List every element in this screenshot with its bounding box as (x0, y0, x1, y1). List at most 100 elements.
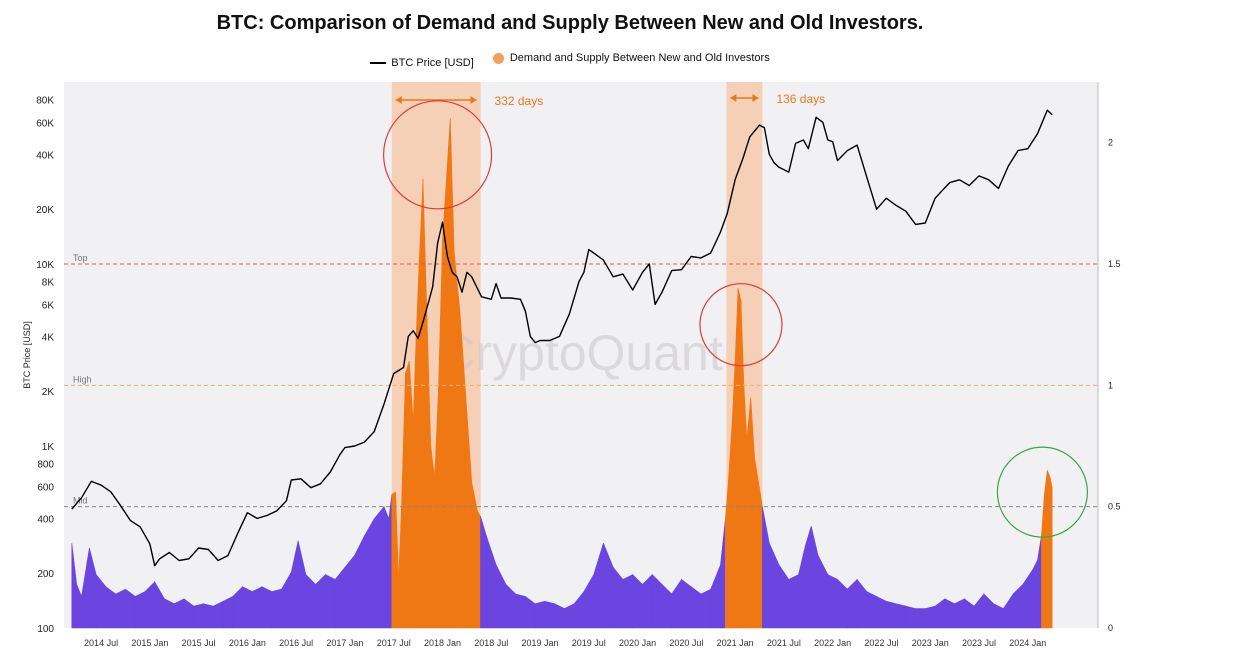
annotation-circle (699, 283, 783, 367)
right-tick-label: 1 (1108, 380, 1113, 390)
indicator-area-low (115, 588, 126, 629)
indicator-area-low (954, 598, 965, 629)
indicator-area-low (915, 608, 926, 629)
indicator-area-high (430, 445, 435, 629)
x-tick-label: 2016 Jul (279, 638, 313, 648)
indicator-area-high (737, 288, 742, 629)
indicator-area-low (632, 573, 643, 629)
indicator-area-high (418, 179, 424, 629)
threshold-label: Mid (73, 496, 88, 506)
indicator-area-low (515, 593, 526, 629)
left-tick-label: 800 (37, 460, 54, 471)
left-tick-label: 6K (42, 300, 55, 311)
right-tick-label: 0 (1108, 623, 1113, 633)
indicator-area-low (651, 573, 663, 629)
period-arrow-head (470, 96, 477, 104)
indicator-area-low (193, 603, 204, 629)
indicator-area-low (325, 574, 336, 629)
indicator-area-low (690, 586, 702, 629)
indicator-area-low (164, 598, 175, 629)
threshold-label: High (73, 374, 92, 384)
left-tick-label: 10K (36, 260, 54, 271)
indicator-area-low (905, 605, 916, 629)
indicator-area-low (383, 506, 390, 629)
period-arrow-head (730, 94, 737, 102)
x-tick-label: 2019 Jan (522, 638, 559, 648)
indicator-area-high (1049, 477, 1053, 629)
indicator-area-high (754, 458, 759, 629)
period-arrow-head (752, 94, 759, 102)
indicator-area-high (446, 118, 451, 629)
x-tick-label: 2018 Jul (474, 638, 508, 648)
indicator-area-high (453, 251, 461, 629)
indicator-area-high (1046, 470, 1051, 629)
indicator-area-low (315, 573, 326, 629)
x-tick-label: 2015 Jul (182, 638, 216, 648)
indicator-area-low (251, 586, 263, 629)
annotation-circle (996, 446, 1088, 538)
indicator-area-high (391, 491, 396, 629)
indicator-area-low (212, 600, 224, 629)
left-tick-label: 600 (37, 482, 54, 493)
indicator-area-low (925, 605, 936, 629)
period-label: 332 days (495, 94, 544, 108)
indicator-area-low (876, 595, 887, 629)
price-line (71, 109, 1053, 567)
period-label: 136 days (776, 92, 825, 106)
left-tick-label: 80K (36, 96, 54, 107)
indicator-area-high (1044, 470, 1048, 629)
left-tick-label: 60K (36, 118, 54, 129)
left-tick-label: 4K (42, 332, 55, 343)
indicator-area-low (895, 603, 907, 629)
indicator-area-low (534, 600, 546, 629)
threshold-label: Top (73, 253, 88, 263)
right-tick-label: 2 (1108, 138, 1113, 148)
legend-label-price: BTC Price [USD] (391, 56, 474, 69)
indicator-area-high (405, 360, 410, 629)
indicator-area-low (203, 603, 214, 629)
left-tick-label: 40K (36, 150, 54, 161)
x-tick-label: 2020 Jul (669, 638, 703, 648)
indicator-area-high (415, 263, 420, 629)
x-tick-label: 2021 Jul (767, 638, 801, 648)
period-arrow-head (395, 96, 402, 104)
indicator-area-low (125, 588, 136, 629)
left-tick-label: 100 (37, 624, 54, 635)
left-tick-label: 1K (42, 442, 55, 453)
chart-title: BTC: Comparison of Demand and Supply Bet… (216, 12, 924, 34)
legend-item-indicator[interactable]: Demand and Supply Between New and Old In… (492, 52, 770, 64)
x-tick-label: 2014 Jul (84, 638, 118, 648)
left-tick-label: 200 (37, 569, 54, 580)
indicator-area-low (105, 586, 116, 629)
indicator-area-low (1032, 559, 1038, 629)
indicator-area-low (622, 574, 633, 629)
indicator-area-low (242, 586, 253, 629)
indicator-area-low (364, 517, 375, 629)
x-tick-label: 2017 Jul (377, 638, 411, 648)
legend-item-price[interactable]: BTC Price [USD] (370, 57, 474, 69)
y-axis-label: BTC Price [USD] (22, 321, 32, 389)
right-tick-label: 1.5 (1108, 259, 1121, 269)
left-tick-label: 400 (37, 514, 54, 525)
annotation-circle (383, 100, 493, 210)
indicator-area-low (134, 591, 146, 629)
indicator-area-low (222, 595, 234, 629)
legend-line-icon (370, 61, 387, 64)
indicator-area-low (344, 554, 355, 629)
x-tick-label: 2019 Jul (572, 638, 606, 648)
indicator-area-low (642, 573, 653, 629)
x-tick-label: 2022 Jan (814, 638, 851, 648)
indicator-area-high (477, 510, 481, 629)
indicator-area-low (827, 574, 838, 629)
indicator-area-low (788, 574, 799, 629)
x-tick-label: 2020 Jan (619, 638, 656, 648)
x-tick-label: 2016 Jan (229, 638, 266, 648)
x-tick-label: 2015 Jan (131, 638, 168, 648)
x-tick-label: 2021 Jan (717, 638, 754, 648)
left-tick-label: 2K (42, 387, 55, 398)
indicator-area-low (388, 494, 393, 629)
indicator-area-low (305, 573, 316, 629)
indicator-area-low (261, 586, 273, 629)
left-tick-label: 8K (42, 278, 55, 289)
